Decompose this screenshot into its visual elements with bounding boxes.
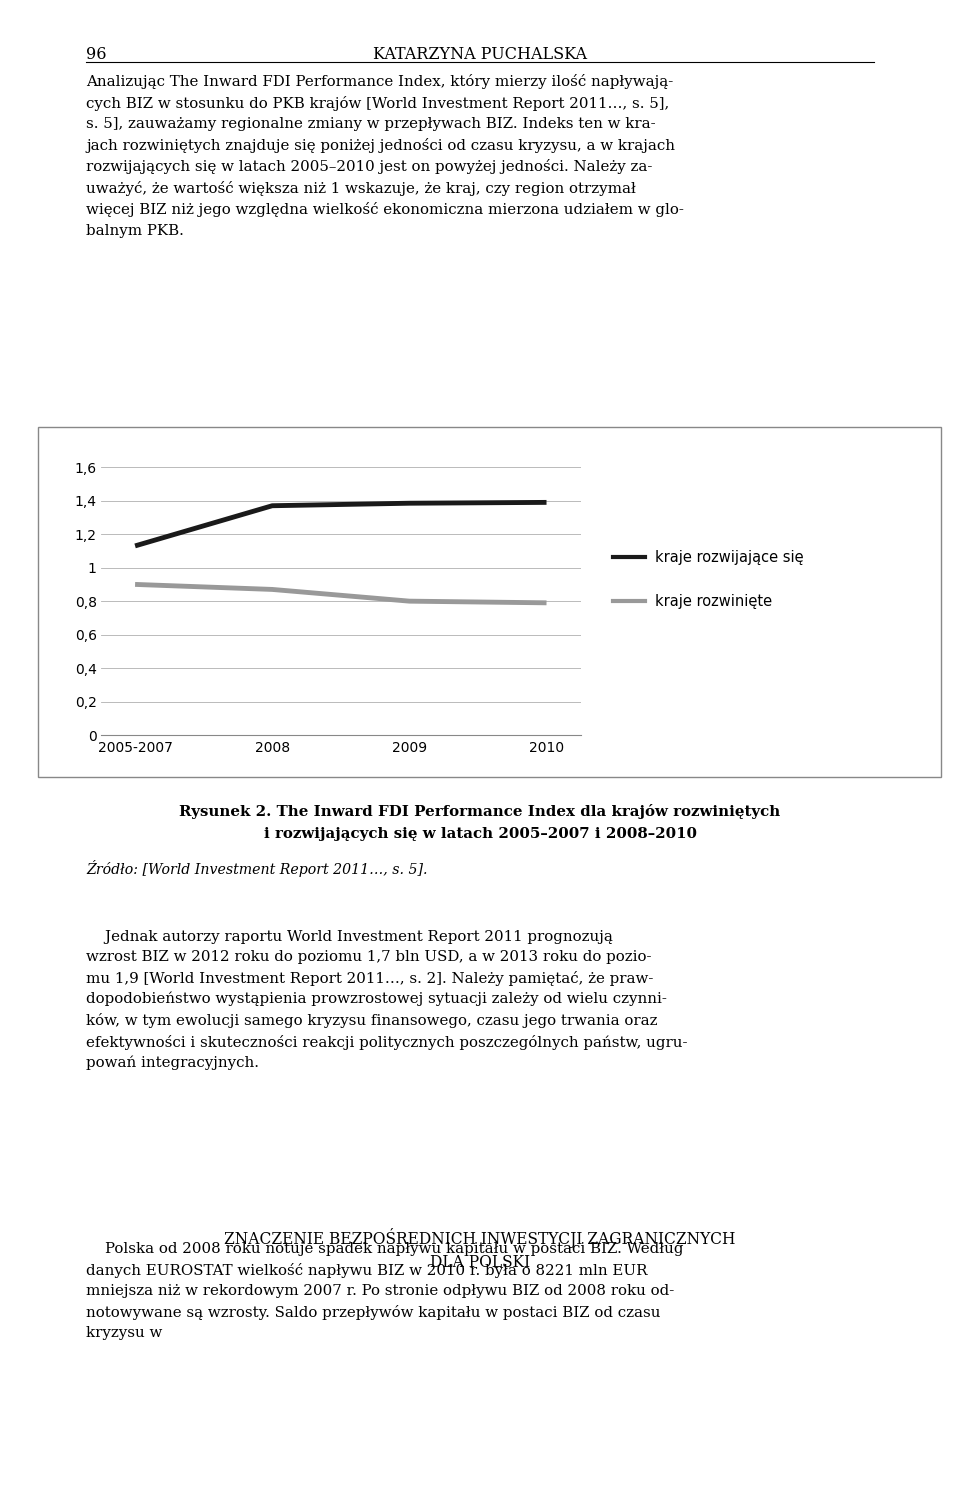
Text: Rysunek 2. The Inward FDI Performance Index dla krajów rozwiniętych: Rysunek 2. The Inward FDI Performance In… [180, 804, 780, 818]
Text: ZNACZENIE BEZPOŚREDNICH INWESTYCJI ZAGRANICZNYCH: ZNACZENIE BEZPOŚREDNICH INWESTYCJI ZAGRA… [225, 1228, 735, 1247]
Text: Źródło: [​World Investment Report 2011…, s. 5].: Źródło: [​World Investment Report 2011…,… [86, 860, 428, 876]
Text: Jednak autorzy raportu ​World Investment Report 2011​ prognozują
wzrost BIZ w 20: Jednak autorzy raportu ​World Investment… [86, 930, 688, 1070]
Legend: kraje rozwijające się, kraje rozwinięte: kraje rozwijające się, kraje rozwinięte [608, 545, 810, 615]
Text: DLA POLSKI: DLA POLSKI [430, 1254, 530, 1271]
Text: Polska od 2008 roku notuje spadek napływu kapitału w postaci BIZ. Według
danych : Polska od 2008 roku notuje spadek napływ… [86, 1242, 684, 1339]
Text: KATARZYNA PUCHALSKA: KATARZYNA PUCHALSKA [373, 46, 587, 62]
Text: 96: 96 [86, 46, 107, 62]
Text: i rozwijających się w latach 2005–2007 i 2008–2010: i rozwijających się w latach 2005–2007 i… [263, 827, 697, 841]
Text: Analizując The Inward FDI Performance Index, który mierzy ilość napływają-
cych : Analizując The Inward FDI Performance In… [86, 74, 684, 238]
